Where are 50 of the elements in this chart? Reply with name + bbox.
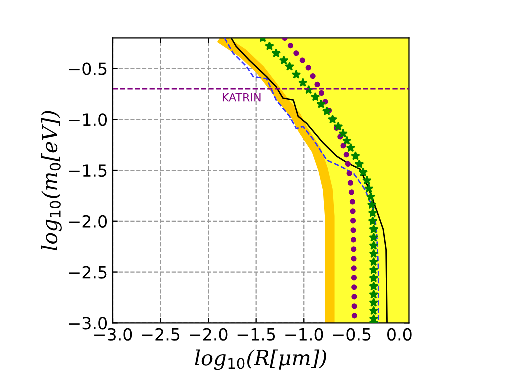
point	[351, 151, 360, 160]
point	[272, 48, 282, 58]
point	[369, 240, 379, 250]
y-tick-label: −0.5	[69, 62, 107, 76]
point	[369, 290, 379, 299]
point	[279, 56, 289, 65]
point	[364, 184, 374, 193]
x-axis-title: log$_{10}$(R[μm])	[195, 350, 326, 370]
point	[369, 224, 379, 234]
point	[342, 136, 352, 146]
x-tick-label: −1.0	[286, 328, 324, 341]
y-tick-label: −2.0	[69, 215, 108, 228]
y-axis-title: log$_{10}$(m$_{0}$[eV])	[41, 111, 62, 251]
point	[285, 62, 294, 71]
ref-line-label: KATRIN	[222, 94, 261, 102]
point	[328, 114, 338, 124]
point	[292, 70, 302, 79]
point	[368, 216, 378, 226]
point	[334, 122, 344, 131]
y-tick-label: −3.0	[69, 317, 108, 330]
point	[316, 99, 326, 108]
point	[346, 143, 356, 152]
point	[322, 106, 332, 116]
point	[369, 306, 379, 316]
y-tick-label: −1.5	[69, 164, 107, 178]
point	[298, 78, 308, 88]
x-tick-label: −2.0	[190, 328, 228, 341]
point	[369, 298, 379, 307]
x-tick-label: −0.5	[333, 328, 371, 341]
point	[354, 160, 364, 168]
point	[369, 274, 379, 282]
x-tick-label: −3.0	[94, 328, 132, 341]
point	[358, 168, 368, 177]
y-tick-label: −2.5	[69, 266, 107, 279]
x-tick-label: 0.0	[388, 328, 412, 341]
point	[310, 92, 320, 102]
point	[367, 200, 377, 210]
point	[369, 257, 379, 266]
point	[369, 265, 379, 274]
point	[369, 232, 379, 242]
point	[366, 192, 376, 202]
x-tick-label: −1.5	[238, 328, 276, 341]
point	[362, 176, 372, 185]
point	[369, 282, 379, 291]
point	[338, 129, 348, 138]
y-tick-label: −1.0	[69, 114, 108, 126]
point	[369, 249, 379, 258]
x-tick-label: −2.5	[142, 328, 180, 341]
point	[368, 208, 378, 218]
point	[265, 41, 274, 50]
